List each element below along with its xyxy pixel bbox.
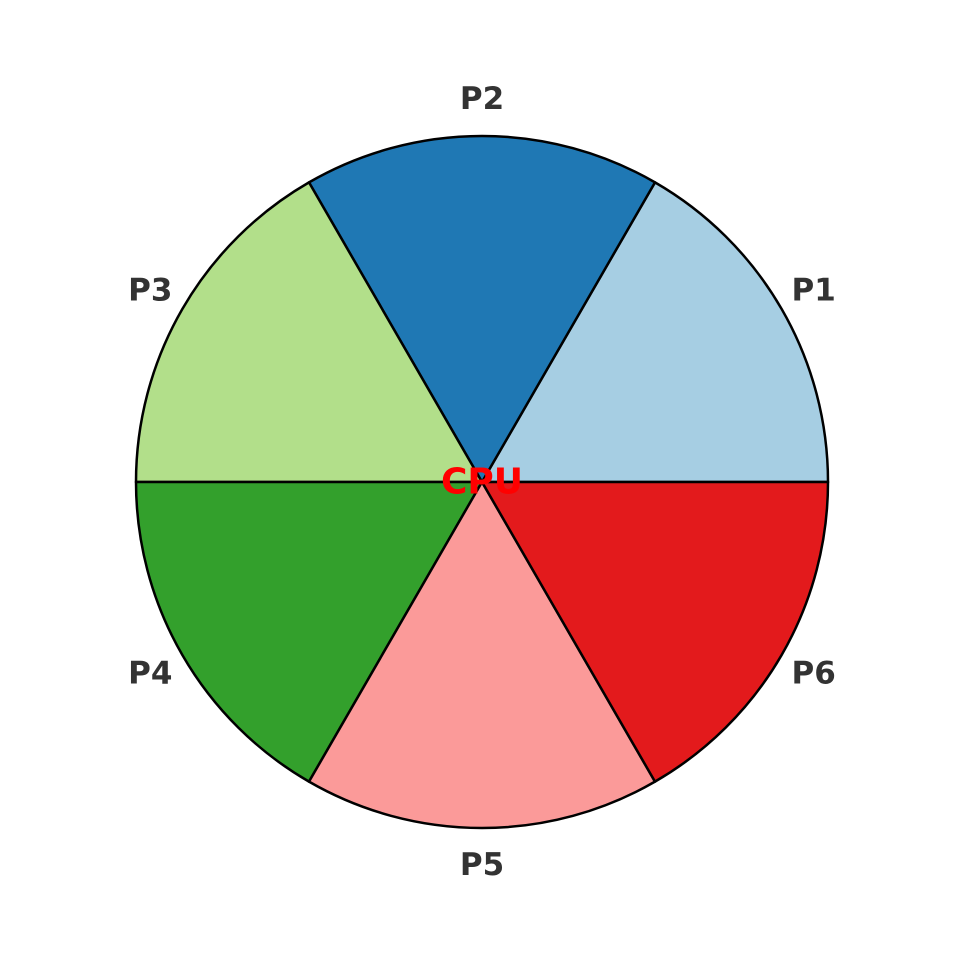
pie-label-p4: P4 xyxy=(128,656,172,692)
pie-labels: P1 P2 P3 P4 P5 P6 xyxy=(128,81,836,883)
pie-label-p2: P2 xyxy=(460,81,504,117)
pie-slice-p6 xyxy=(480,480,830,783)
pie-slice-p1 xyxy=(480,181,830,484)
pie-slices xyxy=(134,134,830,830)
pie-label-p1: P1 xyxy=(792,273,836,309)
center-label: CPU xyxy=(441,462,523,503)
pie-label-p5: P5 xyxy=(460,847,504,883)
pie-slice-p4 xyxy=(134,480,484,783)
pie-label-p3: P3 xyxy=(128,273,172,309)
pie-slice-p3 xyxy=(134,181,484,484)
pie-label-p6: P6 xyxy=(792,656,836,692)
pie-slice-p5 xyxy=(307,480,657,830)
pie-slice-p2 xyxy=(307,134,657,484)
